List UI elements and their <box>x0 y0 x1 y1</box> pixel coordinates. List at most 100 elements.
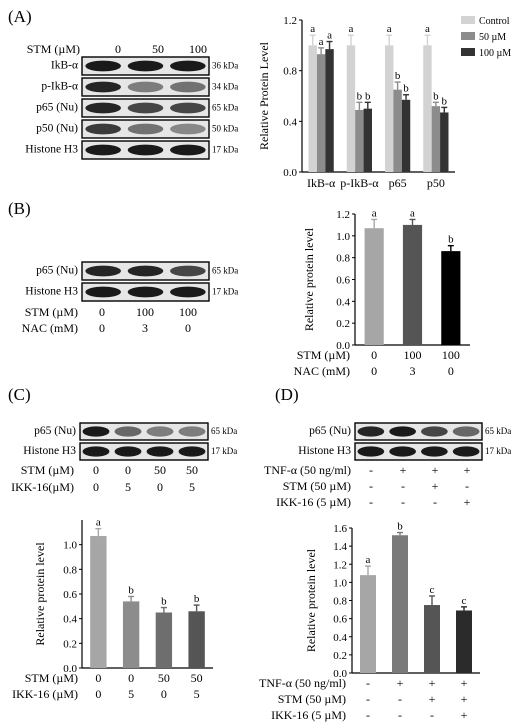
significance-letter: a <box>387 23 392 35</box>
bar <box>440 112 449 172</box>
y-axis-title: Relative Protein Level <box>257 41 271 150</box>
blot-row-label: IkB-α <box>51 60 78 72</box>
blot-row-label: p65 (Nu) <box>36 102 78 114</box>
y-tick-label: 0.2 <box>63 638 77 650</box>
condition-value: 0 <box>161 687 167 701</box>
protein-band <box>170 286 206 298</box>
condition-value: 3 <box>142 321 148 335</box>
blot-strip <box>354 422 483 441</box>
kda-label: 65 kDa <box>212 103 238 113</box>
protein-band <box>170 81 206 93</box>
bar <box>155 612 173 668</box>
protein-band <box>85 144 121 156</box>
significance-letter: a <box>96 517 101 529</box>
protein-band <box>85 102 121 114</box>
condition-value: 3 <box>410 364 416 378</box>
protein-band <box>452 446 480 457</box>
lane-label: 0 <box>115 42 121 56</box>
stm-header-label: STM (µM) <box>27 42 80 56</box>
y-tick-label: 0.0 <box>336 340 350 352</box>
protein-band <box>127 102 164 114</box>
protein-band <box>82 446 110 457</box>
bar <box>363 108 372 172</box>
significance-letter: a <box>410 207 415 219</box>
significance-letter: a <box>366 554 371 566</box>
protein-band <box>146 426 174 437</box>
kda-label: 65 kDa <box>212 266 238 276</box>
condition-label: STM (50 µM) <box>283 479 351 493</box>
condition-label: STM (µM) <box>25 671 78 685</box>
protein-band <box>170 102 206 114</box>
condition-value: - <box>465 479 469 493</box>
condition-value: 0 <box>99 321 105 335</box>
condition-value: 0 <box>93 480 99 494</box>
blot-strip <box>79 442 209 461</box>
condition-value: - <box>398 692 402 706</box>
condition-value: 0 <box>448 364 454 378</box>
legend-label: Control <box>479 16 510 27</box>
protein-band <box>178 426 206 437</box>
condition-value: 50 <box>186 463 198 477</box>
y-axis-title: Relative protein level <box>302 227 316 331</box>
x-tick-label: IkB-α <box>307 176 336 190</box>
condition-value: 50 <box>158 671 170 685</box>
condition-value: - <box>366 692 370 706</box>
protein-band <box>170 144 206 156</box>
condition-value: 0 <box>95 671 101 685</box>
condition-value: + <box>464 463 471 477</box>
blot-row-label: p65 (Nu) <box>309 425 351 437</box>
bar <box>90 536 107 668</box>
panel-label-c: (C) <box>8 385 31 404</box>
blot-row-label: p65 (Nu) <box>36 265 78 277</box>
condition-label: IKK-16 (5 µM) <box>271 708 346 722</box>
condition-label: IKK-16 (µM) <box>12 687 78 701</box>
y-tick-label: 1.6 <box>333 523 347 535</box>
bar-chart-d: 0.0 0.2 0.4 0.6 0.8 1.0 1.2 1.4 1.6 Relative prot… <box>259 521 480 722</box>
significance-letter: c <box>462 595 467 607</box>
condition-value: - <box>369 463 373 477</box>
condition-value: + <box>461 692 468 706</box>
condition-value: 0 <box>125 463 131 477</box>
protein-band <box>421 446 448 457</box>
kda-label: 65 kDa <box>211 426 237 436</box>
condition-value: + <box>429 676 436 690</box>
condition-label: NAC (mM) <box>22 321 78 335</box>
kda-label: 17 kDa <box>212 287 238 297</box>
bar <box>360 575 376 673</box>
protein-band <box>85 265 121 277</box>
blot-row-label: p65 (Nu) <box>34 425 76 437</box>
condition-value: - <box>401 495 405 509</box>
protein-band <box>114 446 142 457</box>
condition-value: 100 <box>404 348 422 362</box>
condition-value: 0 <box>128 671 134 685</box>
panel-label-d: (D) <box>275 385 299 404</box>
condition-value: 0 <box>185 321 191 335</box>
protein-band <box>389 426 416 437</box>
y-axis-title: Relative protein level <box>304 548 318 652</box>
protein-band <box>170 60 206 72</box>
protein-band <box>170 123 206 135</box>
bar <box>122 601 140 668</box>
bar <box>355 109 364 172</box>
legend-swatch <box>461 16 475 24</box>
condition-value: 0 <box>95 687 101 701</box>
bar <box>364 228 384 345</box>
condition-value: 100 <box>179 305 197 319</box>
y-tick-label: 0.2 <box>333 650 347 662</box>
y-tick-label: 1.2 <box>336 209 350 221</box>
condition-label: STM (µM) <box>21 463 74 477</box>
lane-label: 50 <box>152 42 164 56</box>
protein-band <box>421 426 448 437</box>
blot-row-label: Histone H3 <box>298 445 351 457</box>
y-tick-label: 0.4 <box>336 296 350 308</box>
condition-value: + <box>464 495 471 509</box>
condition-value: - <box>398 708 402 722</box>
bar <box>393 89 402 172</box>
bar <box>188 611 205 668</box>
significance-letter: a <box>327 30 332 42</box>
condition-label: IKK-16(µM) <box>11 480 74 494</box>
protein-band <box>127 123 164 135</box>
significance-letter: b <box>194 593 200 605</box>
protein-band <box>127 144 164 156</box>
